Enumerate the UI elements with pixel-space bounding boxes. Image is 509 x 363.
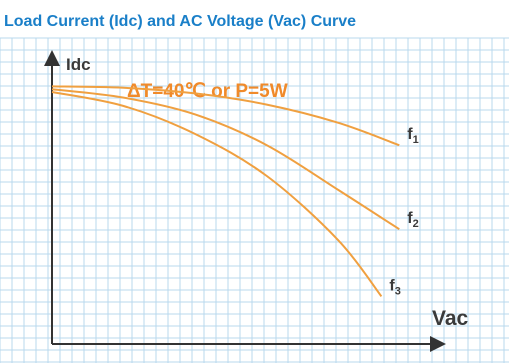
axes [44,50,446,352]
series-label-f3: f3 [389,277,400,297]
y-axis-arrow [44,50,60,66]
x-axis-label: Vac [432,307,469,330]
series-label-f2: f2 [407,210,418,230]
series-line-f3 [51,91,383,298]
series-group: f1 f2 f3 [51,85,419,298]
series-line-f1 [51,85,400,147]
series-label-f1: f1 [407,126,418,146]
series-line-f2 [51,88,400,231]
x-axis-arrow [430,336,446,352]
y-axis-label: Idc [66,55,91,74]
chart-title: Load Current (Idc) and AC Voltage (Vac) … [4,13,356,30]
condition-annotation: ΔT=40℃ or P=5W [127,81,288,102]
